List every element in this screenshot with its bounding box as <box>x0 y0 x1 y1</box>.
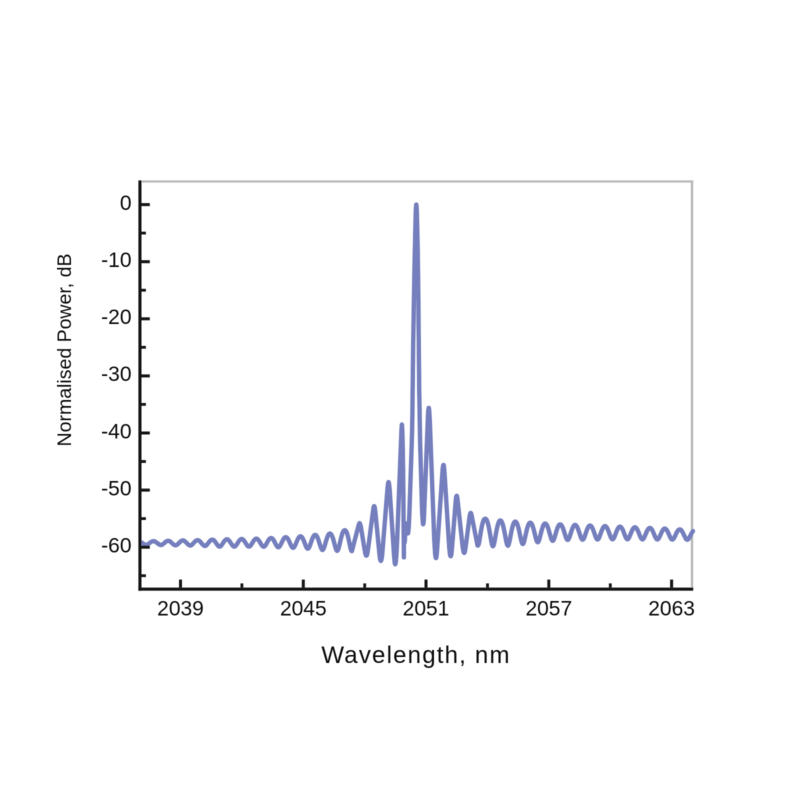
svg-text:2057: 2057 <box>525 597 572 620</box>
svg-text:-40: -40 <box>101 420 131 443</box>
svg-text:Normalised Power, dB: Normalised Power, dB <box>54 254 76 447</box>
svg-text:2051: 2051 <box>403 597 450 620</box>
svg-text:-20: -20 <box>101 306 131 329</box>
svg-text:2039: 2039 <box>157 597 204 620</box>
svg-text:Wavelength, nm: Wavelength, nm <box>321 642 510 669</box>
svg-text:-50: -50 <box>101 477 131 500</box>
svg-text:-60: -60 <box>101 535 131 558</box>
svg-text:2045: 2045 <box>280 597 327 620</box>
svg-text:-30: -30 <box>101 363 131 386</box>
svg-text:2063: 2063 <box>648 597 695 620</box>
svg-text:0: 0 <box>120 192 132 215</box>
svg-text:-10: -10 <box>101 249 131 272</box>
